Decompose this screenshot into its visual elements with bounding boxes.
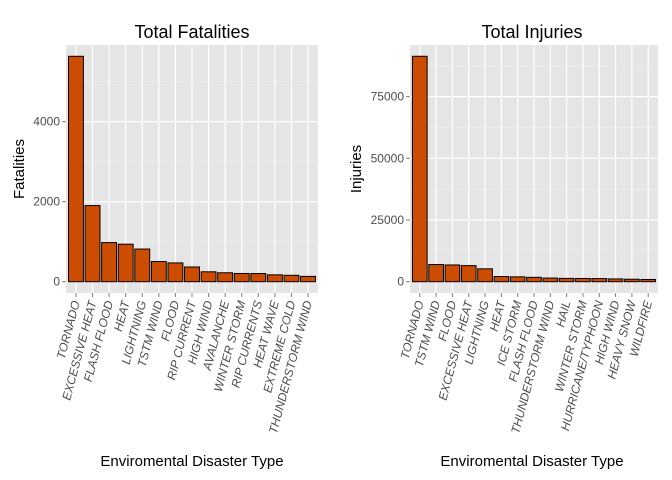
bar (283, 274, 300, 283)
y-tick-label: 0 (397, 275, 404, 289)
bar (217, 272, 234, 283)
y-tick-label: 2000 (33, 195, 60, 209)
bar (493, 276, 510, 283)
chart-title: Total Fatalities (134, 22, 249, 42)
bar (428, 264, 444, 283)
bar (526, 276, 542, 283)
bar (607, 278, 624, 283)
y-tick-label: 25000 (371, 213, 405, 227)
bar (200, 271, 217, 283)
y-tick-label: 0 (53, 275, 60, 289)
bar (167, 262, 184, 283)
y-axis-title: Injuries (348, 145, 365, 193)
bar (640, 278, 657, 283)
bar (134, 248, 151, 283)
y-tick-label: 50000 (371, 151, 405, 165)
bar (184, 266, 200, 283)
y-tick-label: 4000 (33, 115, 60, 129)
bar (542, 277, 559, 283)
y-tick-label: 75000 (371, 90, 405, 104)
y-axis-title: Fatalities (11, 139, 28, 199)
bar (624, 278, 640, 283)
bar (150, 261, 167, 283)
x-axis-title: Enviromental Disaster Type (440, 453, 623, 470)
bar (444, 264, 461, 283)
bar (509, 276, 526, 283)
bar (250, 273, 267, 283)
bar (84, 205, 101, 283)
bar (266, 274, 283, 283)
bar (477, 268, 493, 283)
bar (117, 243, 134, 283)
x-axis-title: Enviromental Disaster Type (100, 453, 283, 470)
bar (300, 275, 317, 283)
bar (101, 242, 118, 283)
bar (591, 278, 608, 283)
x-category-label: HAIL (553, 299, 573, 328)
bar (67, 55, 84, 283)
bar (460, 265, 477, 283)
chart-title: Total Injuries (481, 22, 582, 42)
bar (575, 277, 591, 283)
bar (411, 55, 428, 283)
bar (233, 272, 250, 283)
bar (558, 277, 575, 283)
